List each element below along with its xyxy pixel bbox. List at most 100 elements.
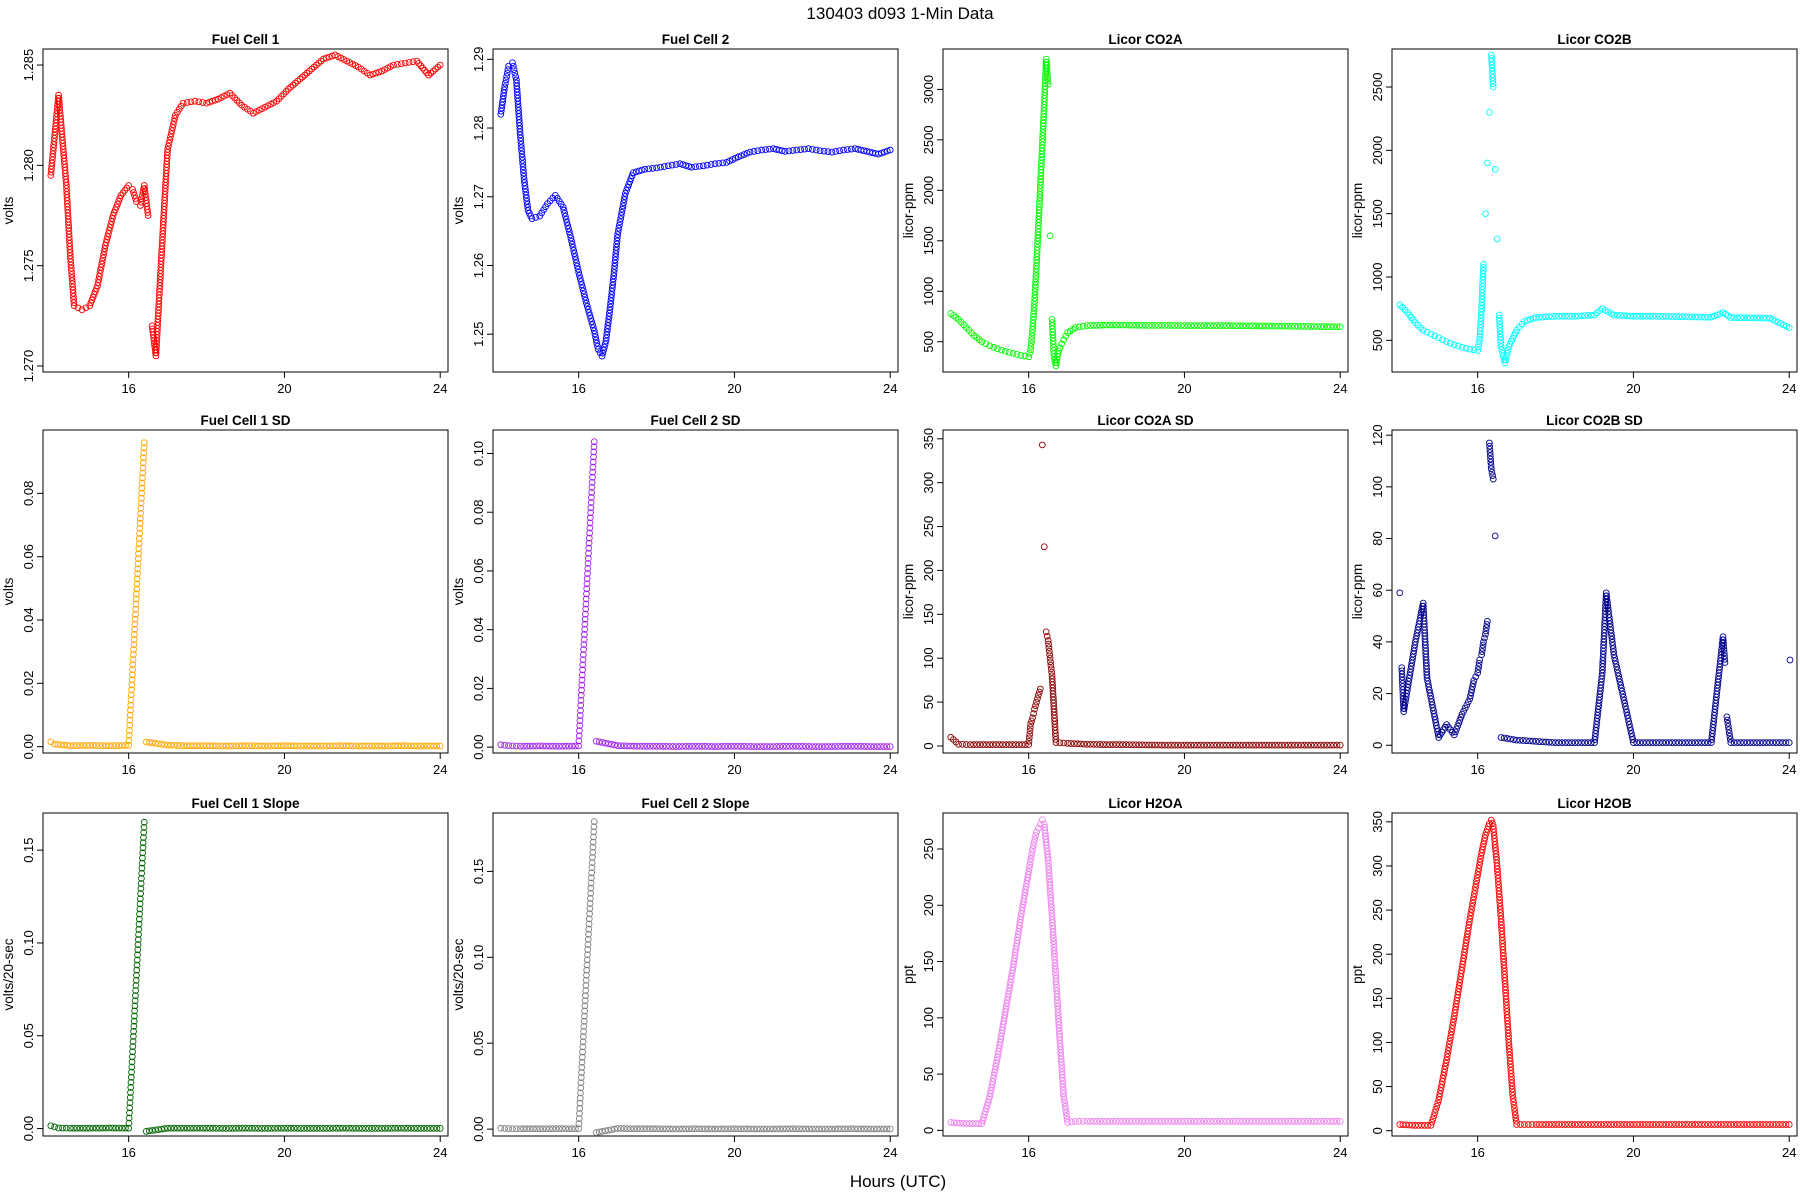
x-tick-label: 16: [121, 1145, 135, 1160]
data-point: [867, 1125, 875, 1133]
data-point: [1455, 719, 1463, 727]
data-point: [89, 1124, 97, 1132]
data-point: [1268, 741, 1276, 749]
data-point: [1125, 1118, 1133, 1125]
data-point: [1608, 632, 1615, 640]
data-point: [1058, 1061, 1065, 1069]
data-point: [613, 237, 621, 245]
data-point: [643, 742, 651, 750]
data-point: [68, 267, 75, 275]
data-point: [136, 525, 144, 532]
x-tick-label: 16: [121, 381, 135, 396]
data-point: [692, 163, 699, 171]
data-point: [1526, 316, 1534, 323]
data-point: [180, 1124, 188, 1132]
data-point: [1782, 739, 1790, 747]
data-point: [501, 83, 509, 91]
data-point: [131, 631, 138, 638]
data-point: [521, 179, 528, 187]
data-point: [1138, 741, 1146, 749]
y-tick-label: 150: [921, 951, 936, 973]
data-point: [137, 514, 144, 522]
data-point: [1711, 1121, 1718, 1128]
data-point: [986, 741, 994, 749]
data-point: [1148, 1118, 1156, 1125]
data-point: [96, 270, 104, 277]
data-point: [1161, 741, 1169, 749]
data-point: [518, 150, 526, 158]
y-tick-label: 1.285: [21, 49, 36, 82]
data-point: [1249, 322, 1256, 330]
data-point: [1611, 657, 1619, 665]
data-point: [1090, 1118, 1097, 1125]
data-point: [1624, 715, 1632, 722]
data-point: [1268, 322, 1276, 330]
data-point: [313, 742, 321, 750]
data-point: [503, 73, 510, 80]
data-point: [116, 194, 124, 202]
y-tick-label: 0: [1370, 1127, 1385, 1134]
data-point: [587, 895, 594, 902]
data-point: [1469, 896, 1477, 904]
data-point: [99, 742, 107, 749]
data-point: [1090, 322, 1097, 329]
data-point: [74, 304, 82, 312]
data-point: [581, 631, 588, 638]
data-point: [67, 264, 75, 272]
data-point: [1489, 475, 1497, 483]
data-point: [1636, 1121, 1644, 1128]
data-point: [433, 1125, 441, 1132]
data-point: [992, 1059, 1000, 1067]
data-point: [1646, 739, 1654, 747]
data-point: [130, 646, 137, 653]
data-point: [209, 97, 216, 105]
data-point: [1643, 312, 1650, 320]
data-point: [605, 740, 612, 748]
data-point: [310, 742, 318, 750]
panel-title: Fuel Cell 2 Slope: [641, 796, 750, 811]
data-point: [1443, 1056, 1450, 1064]
data-point: [199, 1124, 207, 1132]
data-point: [692, 1125, 699, 1133]
data-point: [812, 1125, 819, 1133]
data-point: [1476, 330, 1484, 338]
data-point: [248, 742, 256, 750]
data-point: [1151, 1118, 1159, 1125]
data-point: [1288, 741, 1295, 749]
data-point: [177, 742, 184, 749]
data-point: [140, 449, 148, 457]
data-point: [1194, 322, 1201, 329]
data-point: [1476, 333, 1484, 341]
data-point: [520, 169, 527, 177]
data-point: [564, 222, 572, 229]
data-point: [1207, 1118, 1214, 1125]
data-point: [86, 1124, 94, 1132]
data-point: [603, 331, 611, 339]
data-point: [1419, 326, 1427, 334]
data-point: [1646, 312, 1654, 320]
data-point: [1255, 741, 1263, 749]
data-point: [1494, 878, 1502, 885]
data-point: [127, 1089, 134, 1096]
data-point: [1785, 739, 1793, 747]
data-point: [1448, 1025, 1456, 1032]
data-point: [1701, 1121, 1709, 1128]
data-point: [1521, 1121, 1528, 1128]
data-point: [1489, 472, 1496, 480]
data-point: [371, 1125, 379, 1132]
data-point: [578, 281, 586, 289]
data-point: [1682, 313, 1689, 321]
data-point: [1444, 1050, 1451, 1058]
data-point: [1310, 323, 1318, 330]
data-point: [602, 337, 610, 345]
data-point: [1571, 1121, 1579, 1128]
data-point: [870, 1125, 878, 1133]
data-point: [1405, 1121, 1413, 1129]
data-point: [1028, 717, 1035, 725]
data-point: [1468, 906, 1475, 913]
y-tick-label: 2500: [921, 125, 936, 154]
data-point: [517, 137, 525, 145]
data-point: [1239, 1118, 1247, 1125]
data-point: [115, 742, 123, 749]
